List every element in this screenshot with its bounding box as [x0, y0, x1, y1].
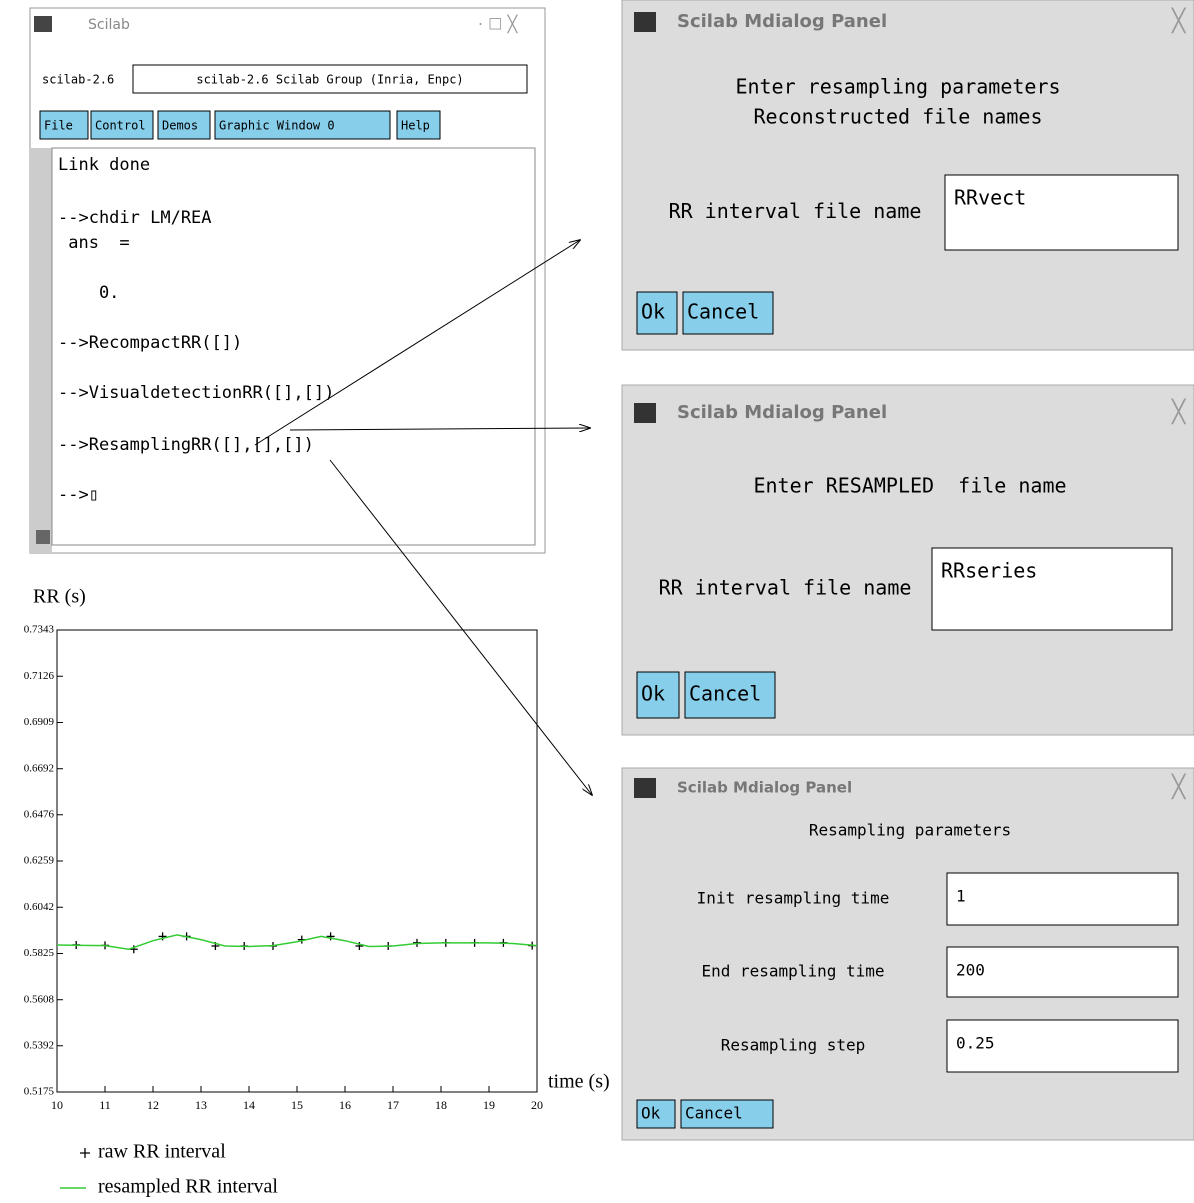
console-gutter: [30, 148, 52, 553]
y-tick-label: 0.5175: [24, 1086, 55, 1098]
x-tick-label: 20: [531, 1098, 543, 1112]
y-tick-label: 0.5825: [24, 947, 55, 959]
dialog-icon: [634, 778, 656, 798]
dialog-prompt: Enter RESAMPLED file name: [753, 474, 1066, 498]
dialog-close: ╳: [1171, 773, 1187, 800]
legend-label: raw RR interval: [98, 1141, 226, 1163]
plot-frame: [57, 630, 537, 1092]
menu-label: Graphic Window 0: [219, 119, 335, 133]
menu-label: File: [44, 119, 73, 133]
menu-label: Control: [95, 119, 146, 133]
window-title: Scilab: [88, 17, 130, 33]
field-value: RRseries: [941, 559, 1037, 583]
y-tick-label: 0.6259: [24, 855, 55, 867]
console-line: -->VisualdetectionRR([],[]): [58, 383, 334, 403]
x-tick-label: 12: [147, 1098, 159, 1112]
window-controls: · ☐ ╳: [478, 15, 519, 34]
y-tick-label: 0.6692: [24, 762, 54, 774]
dialog-title: Scilab Mdialog Panel: [677, 402, 887, 423]
x-tick-label: 19: [483, 1098, 495, 1112]
y-tick-label: 0.5608: [24, 993, 55, 1005]
console-line: -->▯: [58, 485, 99, 505]
y-axis-label: RR (s): [33, 586, 86, 608]
field-label: Init resampling time: [697, 889, 890, 908]
field-value: 200: [956, 961, 985, 980]
dialog-prompt: Reconstructed file names: [754, 105, 1043, 129]
x-tick-label: 13: [195, 1098, 207, 1112]
dialog-close: ╳: [1171, 398, 1187, 425]
console-line: -->ResamplingRR([],[],[]): [58, 435, 314, 455]
x-tick-label: 17: [387, 1098, 399, 1112]
console-line: ans =: [58, 233, 130, 253]
legend-marker: [80, 1148, 90, 1158]
x-tick-label: 16: [339, 1098, 351, 1112]
dialog-prompt: Enter resampling parameters: [735, 75, 1060, 99]
console-line: -->RecompactRR([]): [58, 333, 242, 353]
x-tick-label: 18: [435, 1098, 447, 1112]
dialog-close: ╳: [1171, 7, 1187, 34]
field-value: 1: [956, 887, 966, 906]
scroll-corner: [36, 530, 50, 544]
menu-label: Help: [401, 119, 430, 133]
dialog-title: Scilab Mdialog Panel: [677, 11, 887, 32]
button-label: Ok: [641, 1104, 661, 1123]
field-value: RRvect: [954, 186, 1026, 210]
dialog-icon: [634, 12, 656, 32]
status-text: scilab-2.6 Scilab Group (Inria, Enpc): [196, 73, 463, 87]
y-tick-label: 0.7343: [24, 624, 55, 636]
y-tick-label: 0.5392: [24, 1039, 54, 1051]
legend-label: resampled RR interval: [98, 1176, 278, 1198]
console-line: -->chdir LM/REA: [58, 208, 212, 228]
dialog-icon: [634, 403, 656, 423]
console-line: Link done: [58, 155, 150, 175]
resampled-line: [57, 935, 537, 949]
x-tick-label: 10: [51, 1098, 63, 1112]
x-tick-label: 11: [99, 1098, 111, 1112]
text-field[interactable]: [947, 873, 1178, 925]
y-tick-label: 0.6042: [24, 901, 54, 913]
field-label: Resampling step: [721, 1036, 866, 1055]
y-tick-label: 0.7126: [24, 670, 55, 682]
field-value: 0.25: [956, 1034, 995, 1053]
field-label: End resampling time: [701, 962, 884, 981]
status-label: scilab-2.6: [42, 73, 114, 87]
button-label: Ok: [641, 682, 665, 706]
button-label: Cancel: [687, 300, 759, 324]
field-label: RR interval file name: [669, 199, 922, 223]
button-label: Cancel: [685, 1104, 743, 1123]
y-tick-label: 0.6476: [24, 808, 55, 820]
button-label: Ok: [641, 300, 665, 324]
x-axis-label: time (s): [548, 1071, 610, 1093]
x-tick-label: 14: [243, 1098, 255, 1112]
button-label: Cancel: [689, 682, 761, 706]
field-label: RR interval file name: [659, 576, 912, 600]
y-tick-label: 0.6909: [24, 716, 55, 728]
dialog-prompt: Resampling parameters: [809, 821, 1011, 840]
menu-label: Demos: [162, 119, 198, 133]
screenshot: Scilab · ☐ ╳ scilab-2.6 scilab-2.6 Scilab G…: [0, 0, 1194, 1203]
dialog-title: Scilab Mdialog Panel: [677, 779, 852, 797]
x-tick-label: 15: [291, 1098, 303, 1112]
window-icon: [34, 16, 52, 32]
console-line: 0.: [58, 283, 119, 303]
